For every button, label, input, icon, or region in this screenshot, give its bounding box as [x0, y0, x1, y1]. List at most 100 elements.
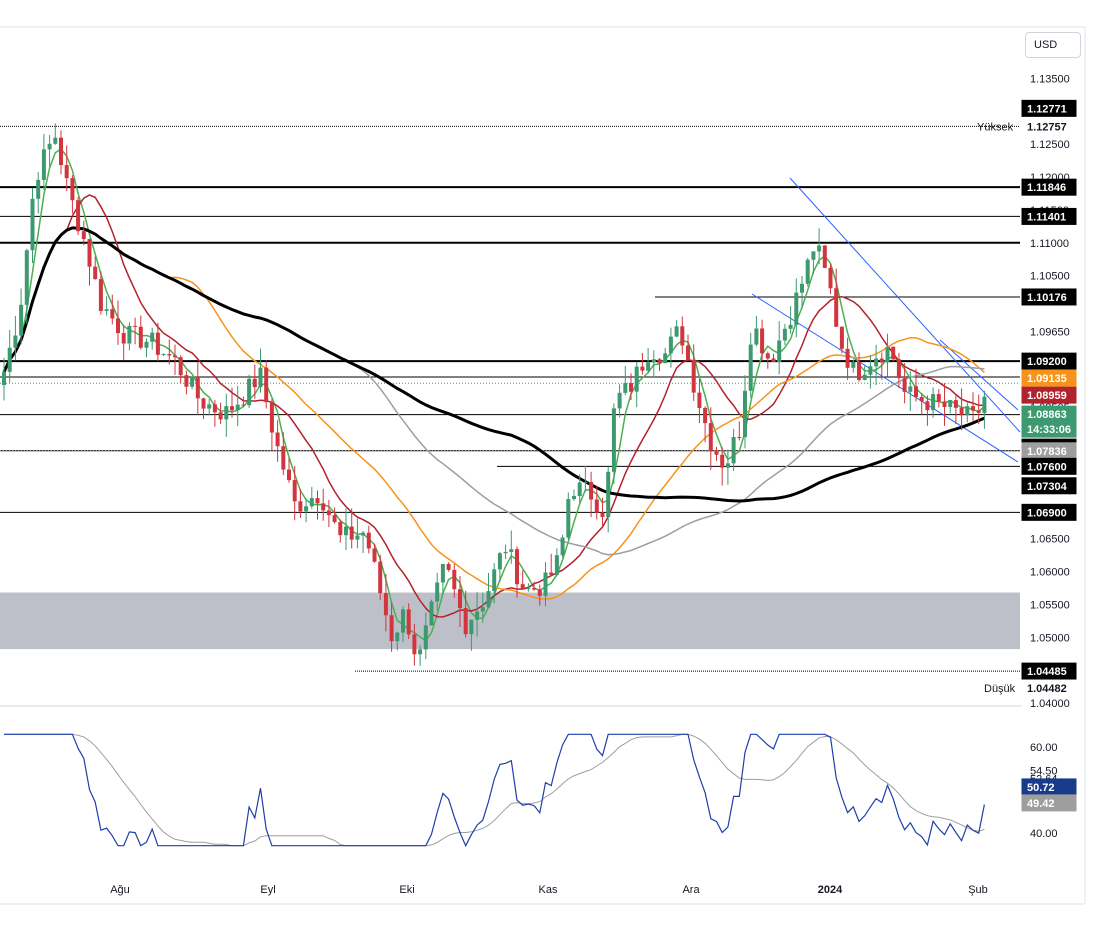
candle [919, 393, 924, 415]
candle [326, 499, 331, 528]
candle [412, 624, 417, 666]
candle-body [258, 367, 263, 388]
candle [218, 402, 223, 424]
candle-body [845, 348, 850, 368]
candle [668, 327, 673, 368]
price-badge-text: 1.10176 [1027, 292, 1067, 304]
candle [429, 599, 434, 626]
candle-body [532, 588, 537, 590]
candle [207, 398, 212, 416]
rsi-badge-text: 50.72 [1027, 782, 1055, 794]
candle [344, 508, 348, 551]
candle-body [572, 495, 576, 500]
candle [138, 315, 143, 350]
moving-average-line [2, 226, 985, 503]
candle-body [885, 346, 890, 363]
candle [651, 350, 656, 378]
candle [389, 603, 394, 652]
candle [765, 351, 770, 369]
candle [81, 220, 86, 246]
candle-body [765, 353, 770, 359]
candle-body [520, 584, 525, 590]
candle-body [361, 532, 366, 536]
price-badge-text: 1.08863 [1027, 409, 1067, 421]
candle [805, 257, 810, 287]
candle-body [224, 406, 229, 420]
candle-body [19, 304, 24, 336]
candle [287, 458, 291, 483]
candle [936, 389, 941, 408]
candle-body [822, 245, 827, 268]
price-badge-bg [1021, 352, 1077, 370]
candle-body [640, 366, 645, 371]
candle-body [720, 454, 725, 468]
price-badge: 1.07600 [1021, 457, 1077, 475]
candle [691, 344, 696, 402]
candle-body [24, 250, 29, 305]
price-tick-label: 1.11000 [1030, 238, 1069, 250]
price-badge: 1.12771 [1021, 99, 1077, 117]
candle [2, 358, 6, 401]
candle-body [936, 394, 941, 402]
candle [629, 373, 633, 400]
candle-body [851, 361, 856, 368]
candle-body [839, 326, 844, 349]
price-badge-text: 1.04482 [1027, 683, 1067, 695]
price-badge-bg [1021, 369, 1077, 387]
candle-body [81, 231, 86, 240]
candle [891, 346, 896, 362]
candle [720, 447, 725, 486]
candle [458, 575, 462, 628]
candle [959, 388, 964, 431]
price-badge-text: 1.11401 [1027, 211, 1066, 223]
candle [537, 584, 542, 606]
candle [879, 352, 884, 380]
candle [520, 570, 525, 590]
candle-body [714, 451, 719, 455]
candle [788, 306, 793, 334]
price-badge-text: 1.07600 [1027, 461, 1067, 473]
candle-body [629, 383, 633, 392]
candle [811, 251, 816, 275]
candle [589, 471, 594, 518]
candle-body [252, 378, 257, 388]
candle-body [942, 401, 947, 408]
candle [167, 339, 172, 365]
candle [395, 631, 400, 651]
candle-body [423, 625, 428, 650]
candle-body [549, 572, 554, 575]
candle-body [195, 376, 200, 399]
candle-body [748, 344, 753, 391]
candle [418, 645, 423, 666]
candle [59, 130, 63, 175]
candle [976, 394, 981, 424]
candle [566, 492, 571, 540]
candle [948, 400, 953, 414]
moving-average-line [3, 194, 985, 618]
candle-body [429, 601, 434, 626]
candle [800, 275, 804, 310]
candle-body [110, 309, 115, 319]
candle-body [976, 410, 981, 413]
currency-button[interactable]: USD [1025, 32, 1081, 58]
candle-body [646, 362, 651, 371]
candle [446, 562, 451, 572]
candle [971, 392, 975, 422]
candle-body [389, 615, 394, 642]
candle [953, 393, 958, 425]
candle-body [116, 318, 120, 334]
candle [247, 374, 252, 408]
price-badge-bg [1021, 477, 1077, 495]
candle [845, 337, 850, 380]
candle [53, 123, 58, 145]
price-tick-label: 1.06500 [1030, 534, 1070, 546]
candle-body [606, 471, 611, 518]
price-badge: 1.04485 [1021, 662, 1077, 680]
candle-body [953, 400, 958, 408]
candle [201, 397, 206, 420]
candle-body [321, 503, 326, 511]
candle-body [440, 564, 445, 583]
candle-body [127, 325, 132, 344]
candle-body [93, 266, 98, 280]
